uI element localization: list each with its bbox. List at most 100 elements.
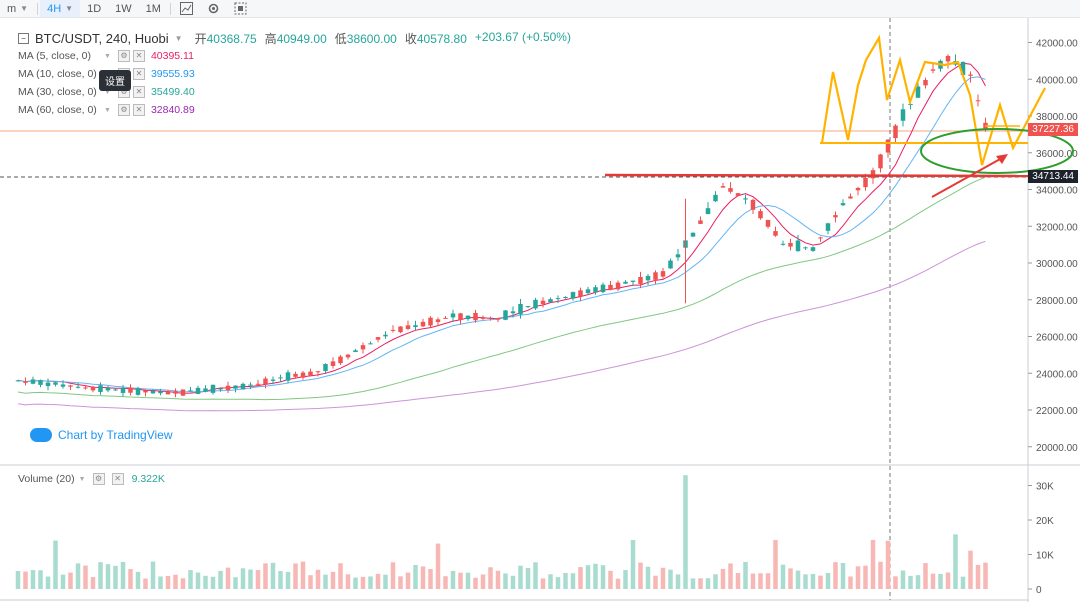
volume-bar (615, 578, 621, 589)
volume-bar (720, 568, 726, 589)
candle-body (855, 187, 861, 191)
volume-axis-label: 0 (1036, 585, 1042, 596)
candle-body (128, 387, 133, 393)
settings-icon[interactable]: ⚙ (117, 104, 130, 116)
candle-body (180, 389, 186, 396)
candle-body (945, 55, 951, 62)
candle-body (23, 381, 28, 383)
volume-bar (870, 539, 876, 589)
price-axis-label: 40000.00 (1036, 75, 1078, 86)
settings-icon[interactable]: ⚙ (117, 50, 130, 62)
candle-body (893, 125, 898, 139)
collapse-icon[interactable]: − (18, 33, 29, 44)
close-icon[interactable]: ✕ (132, 86, 145, 98)
volume-bar (690, 578, 696, 589)
watermark-text: Chart by TradingView (58, 428, 173, 442)
volume-bar (360, 576, 366, 589)
divider (37, 2, 39, 15)
volume-bar (300, 561, 306, 589)
volume-bar (585, 565, 591, 589)
volume-bar (195, 572, 201, 589)
volume-axis-label: 30K (1036, 482, 1054, 493)
close-icon[interactable]: ✕ (132, 68, 145, 80)
volume-bar (840, 562, 846, 589)
settings-icon[interactable]: ⚙ (92, 473, 105, 485)
close-icon[interactable]: ✕ (132, 104, 145, 116)
candle-body (53, 382, 58, 385)
volume-bar (735, 573, 741, 589)
interval-1m-button[interactable]: 1M (145, 2, 161, 15)
settings-gear-icon[interactable] (200, 0, 227, 17)
price-axis-bg (1028, 18, 1080, 602)
chevron-down-icon[interactable]: ▼ (104, 106, 111, 114)
volume-bar (128, 569, 133, 589)
volume-bar (623, 570, 628, 589)
volume-bar (270, 562, 276, 589)
volume-bar (345, 574, 351, 589)
volume-bar (578, 567, 583, 589)
volume-bar (765, 573, 771, 589)
candle-body (308, 371, 313, 376)
candle-body (915, 86, 921, 98)
tradingview-watermark[interactable]: Chart by TradingView (30, 428, 173, 442)
volume-bar (758, 573, 763, 589)
volume-bar (458, 572, 463, 589)
candle-body (270, 379, 276, 381)
volume-bar (773, 539, 778, 589)
volume-bar (780, 564, 786, 589)
volume-bar (705, 578, 711, 589)
volume-bar (45, 576, 51, 589)
candle-body (758, 211, 763, 219)
candle-body (735, 193, 741, 196)
chevron-down-icon[interactable]: ▼ (174, 34, 183, 43)
candle-body (848, 196, 853, 199)
candle-body (840, 203, 846, 206)
volume-bar (698, 578, 703, 589)
interval-4h-dropdown[interactable]: 4H ▼ (40, 0, 81, 17)
candle-body (615, 282, 621, 290)
chevron-down-icon[interactable]: ▼ (104, 88, 111, 96)
candle-body (68, 385, 73, 387)
volume-bar (630, 539, 636, 589)
candle-body (878, 154, 883, 169)
open-value: 40368.75 (206, 32, 257, 46)
volume-bar (908, 575, 913, 589)
candle-body (728, 188, 733, 192)
candle-body (75, 386, 81, 388)
candle-body (668, 260, 673, 269)
candle-body (458, 313, 463, 321)
interval-1d-button[interactable]: 1D (87, 2, 102, 15)
volume-bar (165, 575, 171, 589)
chevron-down-icon[interactable]: ▼ (104, 52, 111, 60)
candle-body (908, 103, 913, 105)
candle-body (233, 385, 238, 389)
ma-label: MA (5, close, 0) (18, 50, 91, 62)
close-icon[interactable]: ✕ (111, 473, 124, 485)
candle-body (960, 61, 966, 76)
volume-bar (83, 565, 88, 589)
indicators-icon[interactable] (173, 0, 200, 17)
candle-body (698, 220, 703, 224)
candle-body (450, 313, 456, 318)
candle-body (330, 361, 336, 366)
interval-minutes-dropdown[interactable]: m ▼ (0, 0, 35, 17)
volume-bar (518, 565, 523, 589)
volume-bar (960, 576, 966, 589)
ma-value: 35499.40 (150, 86, 195, 98)
chevron-down-icon[interactable]: ▼ (78, 475, 86, 483)
interval-label: m (7, 2, 17, 15)
interval-1w-button[interactable]: 1W (115, 2, 132, 15)
volume-bar (953, 534, 958, 589)
close-icon[interactable]: ✕ (132, 50, 145, 62)
volume-bar (968, 550, 973, 589)
volume-bar (975, 564, 981, 589)
candle-body (540, 300, 546, 304)
volume-bar (285, 571, 291, 589)
candle-body (630, 280, 636, 282)
volume-bar (248, 569, 253, 589)
candle-body (795, 240, 801, 252)
screenshot-icon[interactable] (227, 0, 254, 17)
ma-row-30: MA (30, close, 0) ▼ ⚙ ✕ 35499.40 (18, 83, 571, 101)
volume-bar (728, 563, 733, 589)
